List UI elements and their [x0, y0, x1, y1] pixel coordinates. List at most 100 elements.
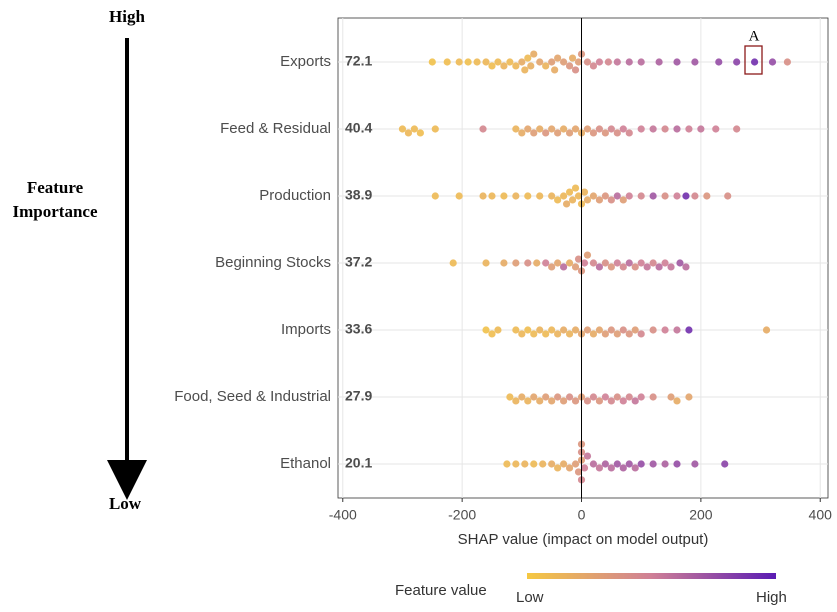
- dot: [512, 397, 520, 405]
- dot: [554, 393, 562, 401]
- dot: [613, 393, 621, 401]
- category-label: Food, Seed & Industrial: [174, 388, 331, 405]
- dot: [431, 125, 439, 133]
- dot: [518, 58, 526, 66]
- dot: [524, 326, 532, 334]
- dot: [619, 397, 627, 405]
- dot: [524, 397, 532, 405]
- dot: [500, 192, 508, 200]
- dot: [479, 192, 487, 200]
- plot-frame: [337, 17, 829, 499]
- dot: [580, 259, 589, 267]
- dot: [583, 125, 592, 133]
- colorbar-high: High: [756, 589, 787, 606]
- dot: [601, 192, 609, 200]
- dot: [574, 192, 583, 200]
- dot: [455, 58, 463, 66]
- dot: [524, 192, 532, 200]
- dot: [568, 54, 577, 62]
- dot: [554, 464, 562, 472]
- dot: [619, 196, 627, 204]
- dot: [449, 259, 457, 267]
- dot: [601, 393, 609, 401]
- dot: [625, 259, 633, 267]
- dot: [625, 460, 633, 468]
- dot: [595, 464, 604, 472]
- dot: [604, 58, 612, 66]
- dot: [589, 192, 598, 200]
- dot: [649, 192, 657, 200]
- dot: [560, 397, 568, 405]
- dot: [571, 184, 580, 192]
- dot: [404, 129, 413, 137]
- dot: [565, 129, 574, 137]
- dot: [625, 58, 633, 66]
- dot: [560, 125, 568, 133]
- dot: [607, 196, 615, 204]
- dot: [527, 62, 535, 70]
- dot: [530, 50, 538, 58]
- dot: [571, 66, 580, 74]
- dot: [685, 125, 693, 133]
- dot: [673, 326, 681, 334]
- dot: [539, 460, 547, 468]
- dot: [548, 125, 556, 133]
- dot: [667, 263, 675, 271]
- dot: [554, 129, 562, 137]
- dot: [589, 460, 598, 468]
- dot: [619, 464, 627, 472]
- dot: [562, 200, 571, 208]
- importance-low: Low: [109, 494, 142, 513]
- dot: [637, 460, 645, 468]
- category-label: Exports: [280, 53, 331, 70]
- dot: [571, 263, 580, 271]
- dot: [619, 125, 627, 133]
- dot: [685, 326, 693, 334]
- dot: [464, 58, 472, 66]
- dot: [530, 129, 538, 137]
- dot: [613, 58, 621, 66]
- dot: [512, 460, 520, 468]
- dot: [551, 66, 559, 74]
- dot: [733, 125, 741, 133]
- dot: [410, 125, 418, 133]
- dot: [607, 326, 615, 334]
- x-tick-label: 0: [578, 507, 586, 523]
- dot: [637, 330, 645, 338]
- dot: [565, 330, 574, 338]
- dot: [533, 259, 541, 267]
- dot: [565, 464, 574, 472]
- dot: [560, 58, 568, 66]
- x-tick-label: -400: [329, 507, 357, 523]
- dot: [500, 62, 508, 70]
- dot: [521, 66, 529, 74]
- dot: [625, 393, 633, 401]
- dot: [607, 464, 615, 472]
- dot: [554, 196, 562, 204]
- importance-value: 33.6: [345, 321, 372, 337]
- dot: [673, 460, 681, 468]
- dot: [560, 192, 568, 200]
- dot: [631, 326, 639, 334]
- dot: [601, 129, 609, 137]
- dot: [512, 125, 520, 133]
- dot: [649, 259, 657, 267]
- dot: [536, 58, 544, 66]
- dot: [542, 129, 550, 137]
- dot: [661, 460, 669, 468]
- dot: [724, 192, 732, 200]
- dot: [613, 192, 621, 200]
- dot: [524, 259, 532, 267]
- dot: [703, 192, 711, 200]
- dot: [589, 330, 598, 338]
- dot: [482, 326, 490, 334]
- dot: [613, 330, 621, 338]
- importance-value: 37.2: [345, 254, 372, 270]
- dot: [488, 62, 496, 70]
- dot: [542, 330, 550, 338]
- dot: [631, 464, 639, 472]
- dot: [762, 326, 771, 334]
- x-axis-label: SHAP value (impact on model output): [458, 531, 709, 548]
- importance-value: 38.9: [345, 187, 372, 203]
- dot: [568, 196, 577, 204]
